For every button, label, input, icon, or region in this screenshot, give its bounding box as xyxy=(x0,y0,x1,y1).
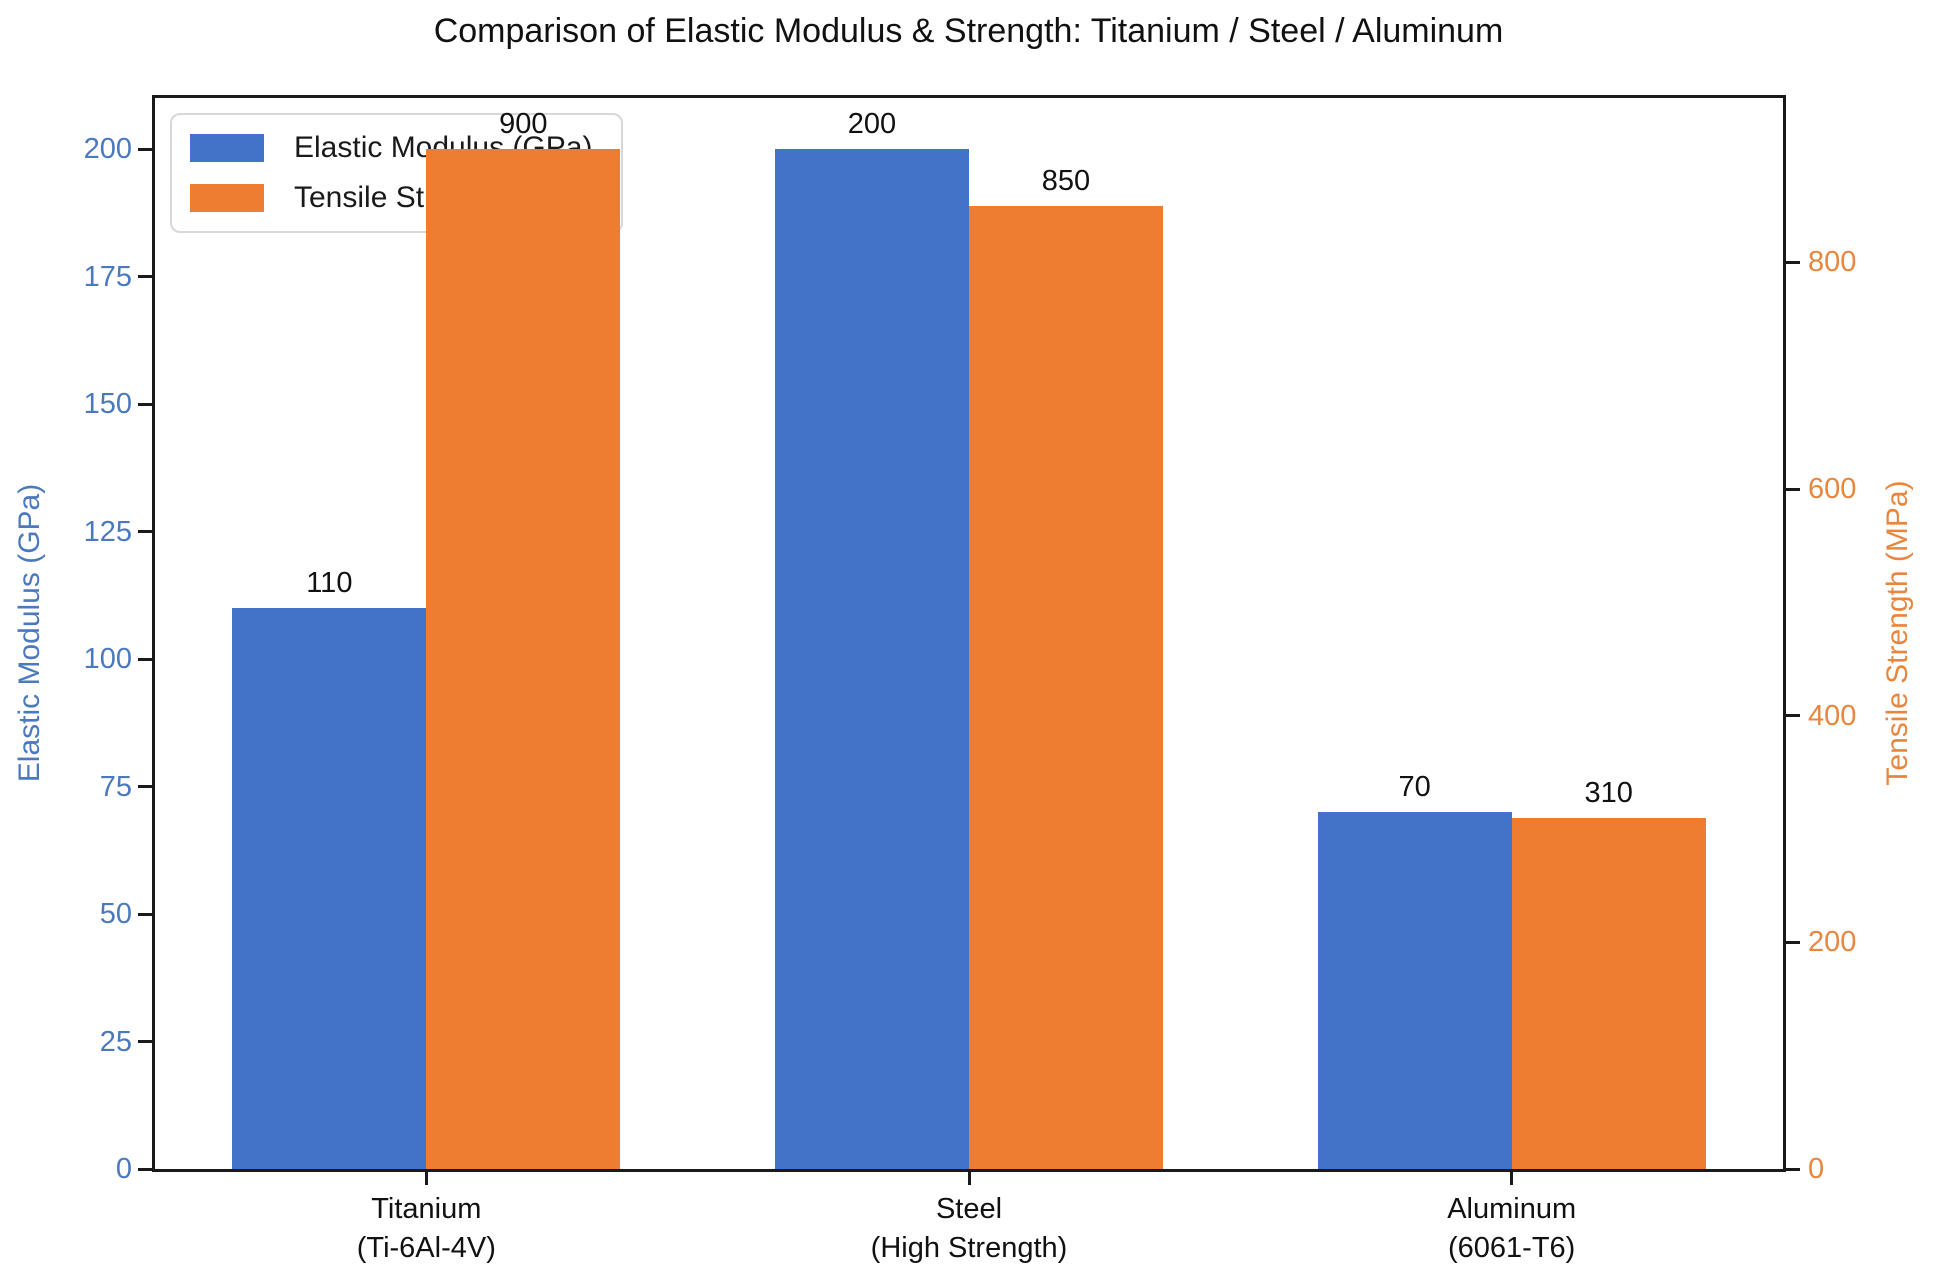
y-tick-label-left: 175 xyxy=(83,260,132,293)
y-tick-label-left: 125 xyxy=(83,515,132,548)
x-category-label-titanium: Titanium (Ti-6Al-4V) xyxy=(357,1190,496,1268)
x-category-detail: (6061-T6) xyxy=(1447,1232,1576,1264)
y-tick-label-left: 50 xyxy=(99,898,132,930)
y-tick-mark-left xyxy=(138,657,152,661)
y-tick-mark-right xyxy=(1786,487,1800,491)
bar-elastic-modulus-steel xyxy=(775,149,969,1169)
x-category-name: Titanium xyxy=(371,1193,482,1225)
y-tick-mark-left xyxy=(138,275,152,278)
y-tick-label-right: 800 xyxy=(1808,246,1857,279)
bar-value-label-elastic-modulus-titanium: 110 xyxy=(306,567,353,599)
bar-tensile-strength-aluminum xyxy=(1511,818,1706,1169)
x-category-detail: (Ti-6Al-4V) xyxy=(356,1232,496,1264)
bar-elastic-modulus-titanium xyxy=(232,608,427,1169)
y-tick-mark-right xyxy=(1786,260,1800,264)
y-tick-mark-right xyxy=(1786,714,1800,718)
x-tick-mark xyxy=(1510,1172,1514,1185)
bar-elastic-modulus-aluminum xyxy=(1317,812,1512,1169)
y-tick-mark-right xyxy=(1786,940,1800,944)
y-tick-label-left: 75 xyxy=(99,770,132,803)
y-tick-mark-left xyxy=(138,1167,152,1171)
plot-area: Elastic Modulus (GPa) Tensile Strength (… xyxy=(152,95,1786,1172)
y-tick-label-right: 600 xyxy=(1808,473,1857,505)
y-tick-mark-right xyxy=(1786,1167,1800,1171)
x-category-name: Steel xyxy=(935,1193,1003,1225)
y-tick-label-right: 400 xyxy=(1808,699,1857,732)
y-tick-label-right: 0 xyxy=(1808,1153,1825,1185)
bar-value-label-tensile-strength-titanium: 900 xyxy=(499,108,548,140)
y-tick-label-left: 100 xyxy=(83,643,132,675)
x-category-detail: (High Strength) xyxy=(870,1232,1068,1264)
x-category-label-aluminum: Aluminum (6061-T6) xyxy=(1447,1190,1576,1268)
legend-swatch-tensile-strength-icon xyxy=(190,184,264,212)
y-tick-label-left: 0 xyxy=(115,1153,132,1185)
y-tick-mark-left xyxy=(138,785,152,788)
bar-value-label-tensile-strength-steel: 850 xyxy=(1041,165,1091,197)
chart-title: Comparison of Elastic Modulus & Strength… xyxy=(433,12,1504,50)
y-tick-label-left: 200 xyxy=(83,133,132,165)
y-tick-mark-left xyxy=(138,147,152,151)
x-category-label-steel: Steel (High Strength) xyxy=(871,1190,1068,1268)
x-category-name: Aluminum xyxy=(1447,1193,1577,1225)
legend-swatch-elastic-modulus-icon xyxy=(190,134,264,162)
bar-value-label-elastic-modulus-aluminum: 70 xyxy=(1398,771,1431,803)
bar-value-label-tensile-strength-aluminum: 310 xyxy=(1584,777,1633,809)
y-tick-mark-left xyxy=(138,912,152,916)
bar-value-label-elastic-modulus-steel: 200 xyxy=(847,108,897,140)
bar-tensile-strength-titanium xyxy=(426,149,621,1169)
y-tick-mark-left xyxy=(138,402,152,406)
y-tick-label-left: 150 xyxy=(83,388,132,420)
bar-tensile-strength-steel xyxy=(969,206,1163,1169)
x-tick-mark xyxy=(967,1172,971,1185)
y-tick-label-right: 200 xyxy=(1808,926,1857,959)
x-tick-mark xyxy=(424,1172,428,1185)
y-tick-mark-left xyxy=(138,1040,152,1043)
y-tick-mark-left xyxy=(138,530,152,533)
y-tick-label-left: 25 xyxy=(99,1025,132,1058)
y-axis-label-right: Tensile Strength (MPa) xyxy=(1881,480,1914,786)
